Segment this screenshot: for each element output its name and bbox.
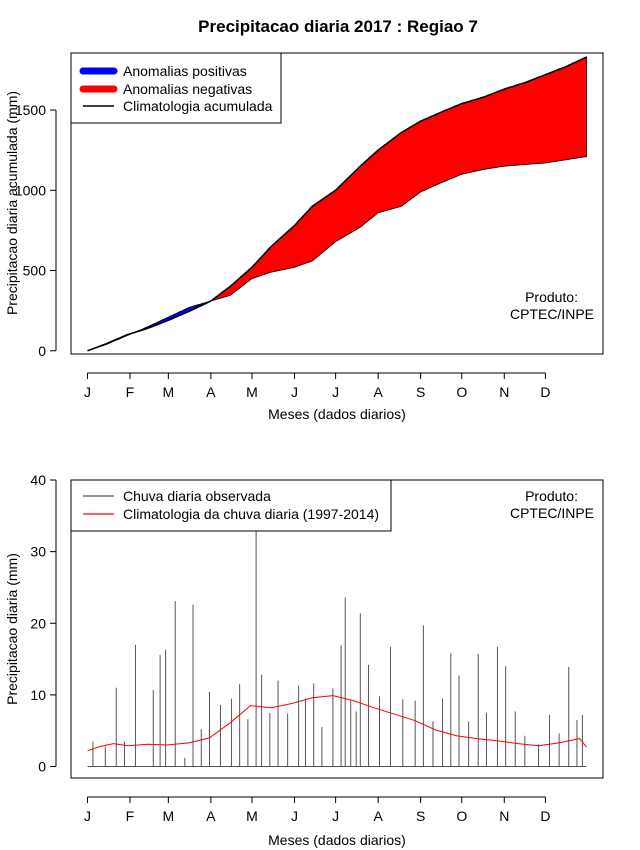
- x-tick-label: J: [84, 808, 91, 824]
- accumulated-panel: 0 500 1000 1500 J F M A M J J A S O N D Precipitacao di…: [4, 52, 604, 422]
- legend-box: [70, 479, 392, 532]
- legend: Anomalias positivas Anomalias negativas …: [70, 52, 282, 124]
- legend-entry-positive: Anomalias positivas: [123, 63, 247, 79]
- x-tick-label: M: [163, 808, 175, 824]
- x-tick-label: S: [416, 808, 425, 824]
- x-tick-label: F: [126, 808, 135, 824]
- x-tick-label: A: [206, 384, 216, 400]
- daily-climatology-line: [87, 695, 587, 752]
- daily-climatology-layer: [87, 695, 587, 752]
- x-tick-label: N: [499, 384, 509, 400]
- y-tick-label: 1500: [15, 102, 46, 118]
- x-tick-label: O: [456, 808, 467, 824]
- y-tick-label: 20: [30, 615, 46, 631]
- annotation-line-1: Produto:: [525, 289, 578, 305]
- x-tick-label: A: [373, 808, 383, 824]
- legend-entry-observed: Chuva diaria observada: [123, 488, 271, 504]
- plot-frame: [70, 52, 604, 355]
- legend: Chuva diaria observada Climatologia da c…: [70, 479, 392, 532]
- x-tick-label: O: [456, 384, 467, 400]
- x-tick-label: M: [163, 384, 175, 400]
- y-tick-label: 1000: [15, 182, 46, 198]
- x-tick-label: M: [246, 808, 258, 824]
- accumulated-area-layer: [87, 56, 587, 352]
- x-tick-label: J: [332, 384, 339, 400]
- x-tick-label: D: [540, 384, 550, 400]
- annotation-line-2: CPTEC/INPE: [510, 505, 594, 521]
- x-tick-label: A: [373, 384, 383, 400]
- legend-entry-negative: Anomalias negativas: [123, 81, 252, 97]
- y-tick-label: 40: [30, 472, 46, 488]
- y-tick-label: 0: [38, 343, 46, 359]
- x-tick-label: A: [206, 808, 216, 824]
- x-axis-label: Meses (dados diarios): [268, 832, 406, 848]
- climatology-accumulated-line: [87, 56, 587, 352]
- x-tick-label: D: [540, 808, 550, 824]
- annotation-line-1: Produto:: [525, 488, 578, 504]
- legend-entry-climatology: Climatologia acumulada: [123, 98, 273, 114]
- chart-title: Precipitacao diaria 2017 : Regiao 7: [198, 17, 478, 36]
- daily-observed-layer: [87, 526, 587, 768]
- x-tick-label: F: [126, 384, 135, 400]
- y-tick-label: 30: [30, 544, 46, 560]
- y-tick-label: 500: [23, 263, 47, 279]
- y-tick-label: 0: [38, 759, 46, 775]
- annotation-line-2: CPTEC/INPE: [510, 306, 594, 322]
- daily-panel: 0 10 20 30 40 J F M A M J J A S O N D Precipitacao diari…: [4, 472, 604, 848]
- x-axis-label: Meses (dados diarios): [268, 406, 406, 422]
- y-axis-label: Precipitacao diaria acumulada (mm): [4, 91, 20, 315]
- x-tick-label: J: [332, 808, 339, 824]
- daily-axes: 0 10 20 30 40 J F M A M J J A S O N D: [30, 472, 550, 824]
- x-tick-label: M: [246, 384, 258, 400]
- x-tick-label: N: [499, 808, 509, 824]
- x-tick-label: J: [291, 808, 298, 824]
- accumulated-axes: 0 500 1000 1500 J F M A M J J A S O N D: [15, 102, 551, 400]
- y-axis-label: Precipitacao diaria (mm): [4, 553, 20, 705]
- x-tick-label: S: [416, 384, 425, 400]
- x-tick-label: J: [84, 384, 91, 400]
- y-tick-label: 10: [30, 687, 46, 703]
- legend-entry-climatology: Climatologia da chuva diaria (1997-2014): [123, 506, 379, 522]
- x-tick-label: J: [291, 384, 298, 400]
